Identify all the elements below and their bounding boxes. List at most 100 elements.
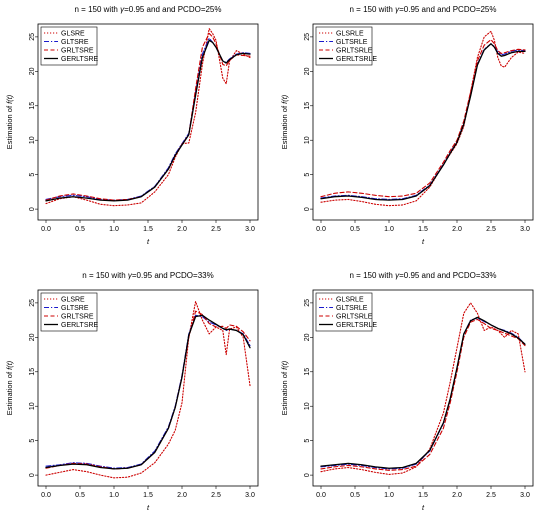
- legend-entry: GERLTSRLE: [336, 322, 377, 329]
- y-axis-label: Estimation of f(t): [280, 94, 289, 149]
- y-tick-label: 20: [29, 67, 36, 75]
- legend-entry: GRLTSRE: [61, 48, 94, 55]
- y-tick-label: 25: [304, 299, 311, 307]
- chart-title: n = 150 with γ=0.95 and and PCDO=33%: [350, 271, 497, 280]
- series-group: [45, 28, 251, 207]
- chart-panel-3: n = 150 with γ=0.95 and PCDO=33% 0.0 0.5 1.…: [5, 271, 259, 512]
- x-tick-label: 0.5: [75, 226, 85, 233]
- series-line-gerltsre: [45, 39, 251, 202]
- x-axis-label: t: [147, 503, 150, 512]
- y-tick-label: 5: [29, 439, 36, 443]
- x-tick-label: 2.5: [211, 492, 221, 499]
- x-tick-label: 0.5: [350, 492, 360, 499]
- chart-panel-1: n = 150 with γ=0.95 and and PCDO=25% 0.0 0…: [5, 5, 259, 246]
- x-tick-label: 3.0: [520, 226, 530, 233]
- y-tick-label: 10: [29, 136, 36, 144]
- chart-panel-2: n = 150 with γ=0.95 and and PCDO=25% 0.0 0…: [280, 5, 534, 246]
- legend-entry: GLSRE: [61, 31, 85, 38]
- series-group: [320, 30, 526, 207]
- x-tick-label: 1.5: [418, 226, 428, 233]
- series-line-gltsre: [45, 37, 251, 201]
- x-tick-label: 3.0: [245, 226, 255, 233]
- x-tick-label: 0.0: [41, 492, 51, 499]
- y-tick-label: 20: [304, 333, 311, 341]
- x-tick-label: 0.0: [41, 226, 51, 233]
- legend-entry: GLSRE: [61, 297, 85, 304]
- series-line-glsre: [45, 28, 251, 207]
- x-tick-label: 2.5: [486, 226, 496, 233]
- series-line-glsrle: [320, 302, 526, 475]
- series-line-gerltsrle: [320, 43, 526, 201]
- y-tick-label: 15: [29, 368, 36, 376]
- chart-title: n = 150 with γ=0.95 and PCDO=33%: [82, 271, 213, 280]
- x-tick-label: 2.0: [177, 492, 187, 499]
- x-tick-label: 0.0: [316, 226, 326, 233]
- legend-entry: GRLTSRLE: [336, 314, 373, 321]
- series-line-glsrle: [320, 30, 526, 207]
- x-tick-label: 0.5: [350, 226, 360, 233]
- legend-entry: GRLTSRLE: [336, 48, 373, 55]
- y-tick-label: 5: [304, 173, 311, 177]
- series-group: [320, 302, 526, 475]
- y-tick-label: 20: [304, 67, 311, 75]
- y-tick-label: 10: [29, 402, 36, 410]
- x-tick-label: 2.5: [211, 226, 221, 233]
- legend-entry: GERLTSRE: [61, 56, 99, 63]
- x-tick-label: 2.0: [452, 226, 462, 233]
- chart-title: n = 150 with γ=0.95 and and PCDO=25%: [75, 5, 222, 14]
- y-axis-label: Estimation of f(t): [5, 360, 14, 415]
- series-line-gerltsre: [45, 314, 251, 470]
- x-tick-label: 1.0: [109, 226, 119, 233]
- chart-panel-4: n = 150 with γ=0.95 and and PCDO=33% 0.0 0…: [280, 271, 534, 512]
- series-line-glsre: [45, 300, 251, 479]
- x-tick-label: 2.0: [452, 492, 462, 499]
- y-tick-label: 5: [304, 439, 311, 443]
- series-line-gerltsrle: [320, 316, 526, 469]
- x-tick-label: 1.0: [109, 492, 119, 499]
- chart-title: n = 150 with γ=0.95 and and PCDO=25%: [350, 5, 497, 14]
- x-tick-label: 3.0: [245, 492, 255, 499]
- legend-entry: GLTSRE: [61, 39, 89, 46]
- y-tick-label: 15: [304, 368, 311, 376]
- y-tick-label: 25: [29, 33, 36, 41]
- x-tick-label: 1.5: [418, 492, 428, 499]
- x-tick-label: 1.0: [384, 492, 394, 499]
- y-tick-label: 0: [29, 207, 36, 211]
- legend-entry: GLTSRLE: [336, 305, 368, 312]
- x-tick-label: 2.0: [177, 226, 187, 233]
- legend-entry: GLTSRLE: [336, 39, 368, 46]
- legend-entry: GLTSRE: [61, 305, 89, 312]
- y-tick-label: 15: [304, 102, 311, 110]
- legend-entry: GLSRLE: [336, 31, 364, 38]
- x-tick-label: 1.5: [143, 226, 153, 233]
- y-axis-label: Estimation of f(t): [280, 360, 289, 415]
- y-tick-label: 25: [304, 33, 311, 41]
- y-tick-label: 25: [29, 299, 36, 307]
- legend-entry: GERLTSRLE: [336, 56, 377, 63]
- y-tick-label: 10: [304, 136, 311, 144]
- y-tick-label: 15: [29, 102, 36, 110]
- series-group: [45, 300, 251, 479]
- legend-entry: GLSRLE: [336, 297, 364, 304]
- x-tick-label: 1.0: [384, 226, 394, 233]
- legend-entry: GRLTSRE: [61, 314, 94, 321]
- x-axis-label: t: [147, 237, 150, 246]
- series-line-grltsrle: [320, 318, 526, 471]
- x-tick-label: 2.5: [486, 492, 496, 499]
- x-tick-label: 0.5: [75, 492, 85, 499]
- x-tick-label: 3.0: [520, 492, 530, 499]
- x-tick-label: 0.0: [316, 492, 326, 499]
- series-line-grltsrle: [320, 39, 526, 198]
- x-tick-label: 1.5: [143, 492, 153, 499]
- y-axis-label: Estimation of f(t): [5, 94, 14, 149]
- y-tick-label: 0: [304, 473, 311, 477]
- x-axis-label: t: [422, 237, 425, 246]
- y-tick-label: 0: [304, 207, 311, 211]
- y-tick-label: 0: [29, 473, 36, 477]
